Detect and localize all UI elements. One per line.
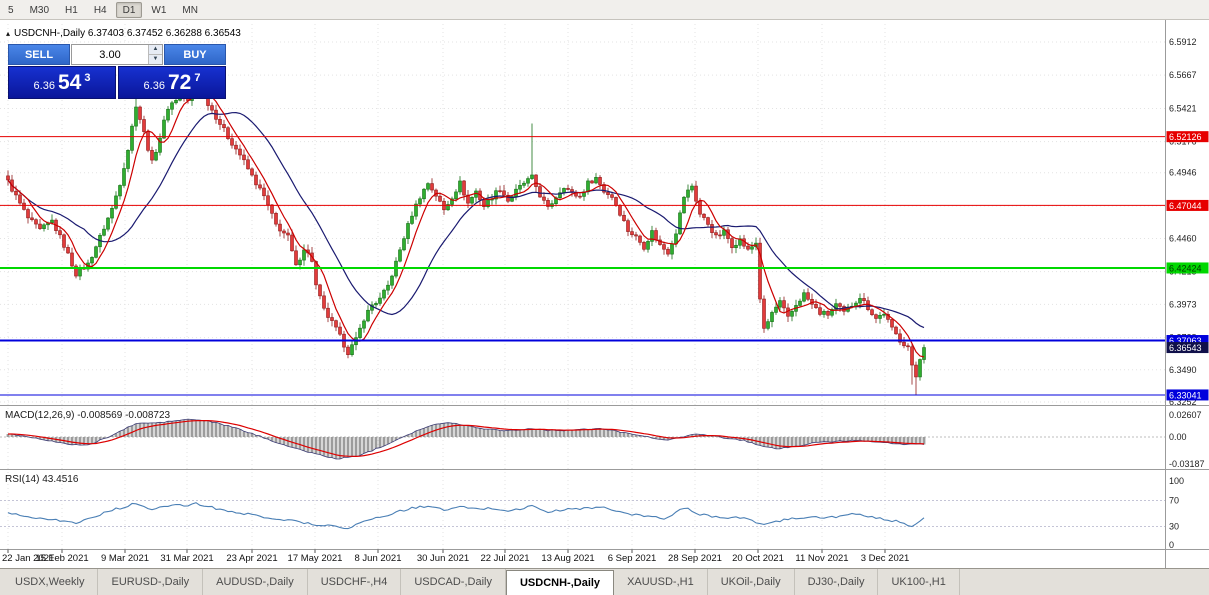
svg-text:22 Jan 2021: 22 Jan 2021 [2,553,54,564]
buy-button[interactable]: BUY [164,44,226,65]
svg-text:6.33041: 6.33041 [1169,390,1202,400]
svg-text:-0.03187: -0.03187 [1169,459,1205,469]
chart-tab-uk100-h1[interactable]: UK100-,H1 [878,569,960,595]
svg-text:6.5667: 6.5667 [1169,70,1197,80]
symbol-header: ▴ USDCNH-,Daily 6.37403 6.37452 6.36288 … [6,28,241,39]
price-axis[interactable]: 6.59126.56676.54216.51766.49466.47016.44… [1169,37,1205,550]
svg-text:15 Feb 2021: 15 Feb 2021 [35,553,88,564]
sell-button[interactable]: SELL [8,44,70,65]
timeframe-button-MN[interactable]: MN [182,4,198,16]
svg-text:6.47044: 6.47044 [1169,201,1202,211]
chart-tab-usdcnh-daily[interactable]: USDCNH-,Daily [505,570,615,595]
chart-tab-usdx-weekly[interactable]: USDX,Weekly [2,569,99,595]
timeframe-button-5[interactable]: 5 [8,4,14,16]
svg-text:22 Jul 2021: 22 Jul 2021 [480,553,529,564]
svg-text:6.5912: 6.5912 [1169,37,1197,47]
moving-averages [7,93,925,358]
timeframe-button-D1[interactable]: D1 [115,1,143,18]
pane-dividers [0,20,1209,568]
svg-text:100: 100 [1169,476,1184,486]
timeframe-button-H4[interactable]: H4 [93,4,107,16]
chart-tab-eurusd-daily[interactable]: EURUSD-,Daily [98,569,204,595]
svg-text:9 Mar 2021: 9 Mar 2021 [101,553,149,564]
timeframe-toolbar: 5 M30 H1 H4 D1 W1 MN [0,0,1209,20]
volume-up-button[interactable]: ▲ [149,45,162,54]
symbol-ohlc-text: USDCNH-,Daily 6.37403 6.37452 6.36288 6.… [14,28,241,39]
svg-text:20 Oct 2021: 20 Oct 2021 [732,553,784,564]
chart-tabbar: USDX,Weekly EURUSD-,Daily AUDUSD-,Daily USD… [0,568,1209,595]
sell-price-button[interactable]: 6.36 54 3 [8,66,116,99]
svg-text:6.36543: 6.36543 [1169,343,1202,353]
svg-text:6 Sep 2021: 6 Sep 2021 [608,553,657,564]
sell-price-main: 6.36 [33,79,55,92]
timeframe-button-M30[interactable]: M30 [29,4,50,16]
svg-text:17 May 2021: 17 May 2021 [288,553,343,564]
rsi-pane [0,500,1165,530]
rsi-indicator-label: RSI(14) 43.4516 [5,474,79,485]
macd-indicator-label: MACD(12,26,9) -0.008569 -0.008723 [5,410,171,421]
sell-price-big: 54 [57,70,82,94]
chart-tab-dj30-daily[interactable]: DJ30-,Daily [795,569,879,595]
buy-price-button[interactable]: 6.36 72 7 [118,66,226,99]
svg-text:0.00: 0.00 [1169,432,1187,442]
one-click-expander-icon[interactable]: ▴ [6,28,11,38]
buy-price-sup: 7 [194,71,201,84]
svg-text:30 Jun 2021: 30 Jun 2021 [417,553,469,564]
svg-text:70: 70 [1169,496,1179,506]
buy-price-main: 6.36 [143,79,165,92]
timeframe-button-W1[interactable]: W1 [151,4,167,16]
svg-text:6.52126: 6.52126 [1169,132,1202,142]
chart-workspace: 6.59126.56676.54216.51766.49466.47016.44… [0,20,1209,568]
svg-text:6.37063: 6.37063 [1169,336,1202,346]
svg-text:0: 0 [1169,540,1174,550]
chart-tab-xauusd-h1[interactable]: XAUUSD-,H1 [614,569,708,595]
svg-text:6.42424: 6.42424 [1169,263,1202,273]
svg-text:11 Nov 2021: 11 Nov 2021 [795,553,848,564]
candlestick-series [6,72,926,395]
chart-tab-usdcad-daily[interactable]: USDCAD-,Daily [401,569,506,595]
svg-text:8 Jun 2021: 8 Jun 2021 [354,553,401,564]
svg-text:3 Dec 2021: 3 Dec 2021 [861,553,910,564]
svg-text:6.4946: 6.4946 [1169,168,1197,178]
volume-field-wrap: ▲ ▼ [71,44,163,65]
svg-text:6.3490: 6.3490 [1169,365,1197,375]
svg-text:13 Aug 2021: 13 Aug 2021 [541,553,594,564]
horizontal-level-lines[interactable]: 6.52126 6.47044 6.42424 6.37063 6.33041 6.365… [0,131,1209,401]
svg-text:23 Apr 2021: 23 Apr 2021 [226,553,277,564]
svg-text:30: 30 [1169,522,1179,532]
chart-tab-usdchf-h4[interactable]: USDCHF-,H4 [308,569,402,595]
volume-spinner: ▲ ▼ [148,45,162,64]
chart-canvas[interactable]: 6.59126.56676.54216.51766.49466.47016.44… [0,20,1209,568]
sell-price-sup: 3 [84,71,91,84]
buy-price-big: 72 [167,70,192,94]
chart-tab-ukoil-daily[interactable]: UKOil-,Daily [708,569,795,595]
macd-pane [0,418,1165,460]
svg-text:31 Mar 2021: 31 Mar 2021 [160,553,213,564]
svg-text:6.4460: 6.4460 [1169,234,1197,244]
volume-down-button[interactable]: ▼ [149,54,162,64]
volume-input[interactable] [72,45,148,64]
svg-text:28 Sep 2021: 28 Sep 2021 [668,553,722,564]
svg-text:6.5421: 6.5421 [1169,103,1197,113]
svg-text:6.3973: 6.3973 [1169,299,1197,309]
chart-tab-audusd-daily[interactable]: AUDUSD-,Daily [203,569,308,595]
svg-text:0.02607: 0.02607 [1169,410,1202,420]
svg-text:6.3252: 6.3252 [1169,397,1197,407]
timeframe-button-H1[interactable]: H1 [65,4,78,16]
one-click-trading-panel: SELL ▲ ▼ BUY 6.36 54 3 6.36 72 7 [8,44,226,99]
